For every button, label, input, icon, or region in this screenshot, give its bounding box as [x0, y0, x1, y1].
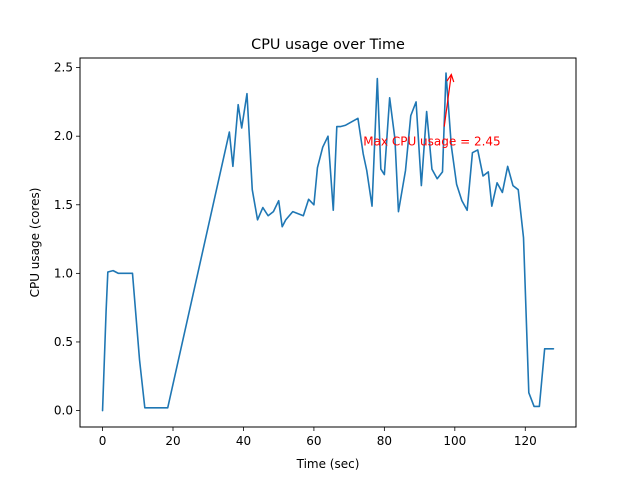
annotation-arrow-shaft — [443, 74, 452, 127]
y-tick-label: 2.5 — [54, 61, 73, 75]
plot-frame — [79, 57, 577, 428]
x-tick-label: 120 — [514, 434, 537, 448]
max-usage-annotation: Max CPU usage = 2.45 — [363, 135, 500, 149]
x-axis-ticks: 0 20 40 60 80 100 120 — [99, 427, 537, 448]
x-axis-label: Time (sec) — [296, 457, 360, 471]
y-axis-label: CPU usage (cores) — [28, 188, 42, 298]
annotation-arrow-head — [446, 73, 455, 83]
x-tick-label: 0 — [99, 434, 107, 448]
x-tick-label: 40 — [236, 434, 251, 448]
x-tick-label: 60 — [306, 434, 321, 448]
series-layer — [101, 72, 555, 412]
y-tick-label: 1.5 — [54, 198, 73, 212]
x-tick-label: 100 — [443, 434, 466, 448]
y-tick-label: 1.0 — [54, 266, 73, 280]
chart-title: CPU usage over Time — [251, 37, 405, 53]
annotation-layer: Max CPU usage = 2.45 — [363, 73, 501, 149]
y-tick-label: 2.0 — [54, 129, 73, 143]
y-tick-label: 0.5 — [54, 335, 73, 349]
x-tick-label: 80 — [377, 434, 392, 448]
y-axis-ticks: 0.0 0.5 1.0 1.5 2.0 2.5 — [54, 61, 80, 418]
plot-area — [80, 58, 576, 427]
x-tick-label: 20 — [165, 434, 180, 448]
y-tick-label: 0.0 — [54, 404, 73, 418]
series-line-0 — [101, 72, 555, 412]
